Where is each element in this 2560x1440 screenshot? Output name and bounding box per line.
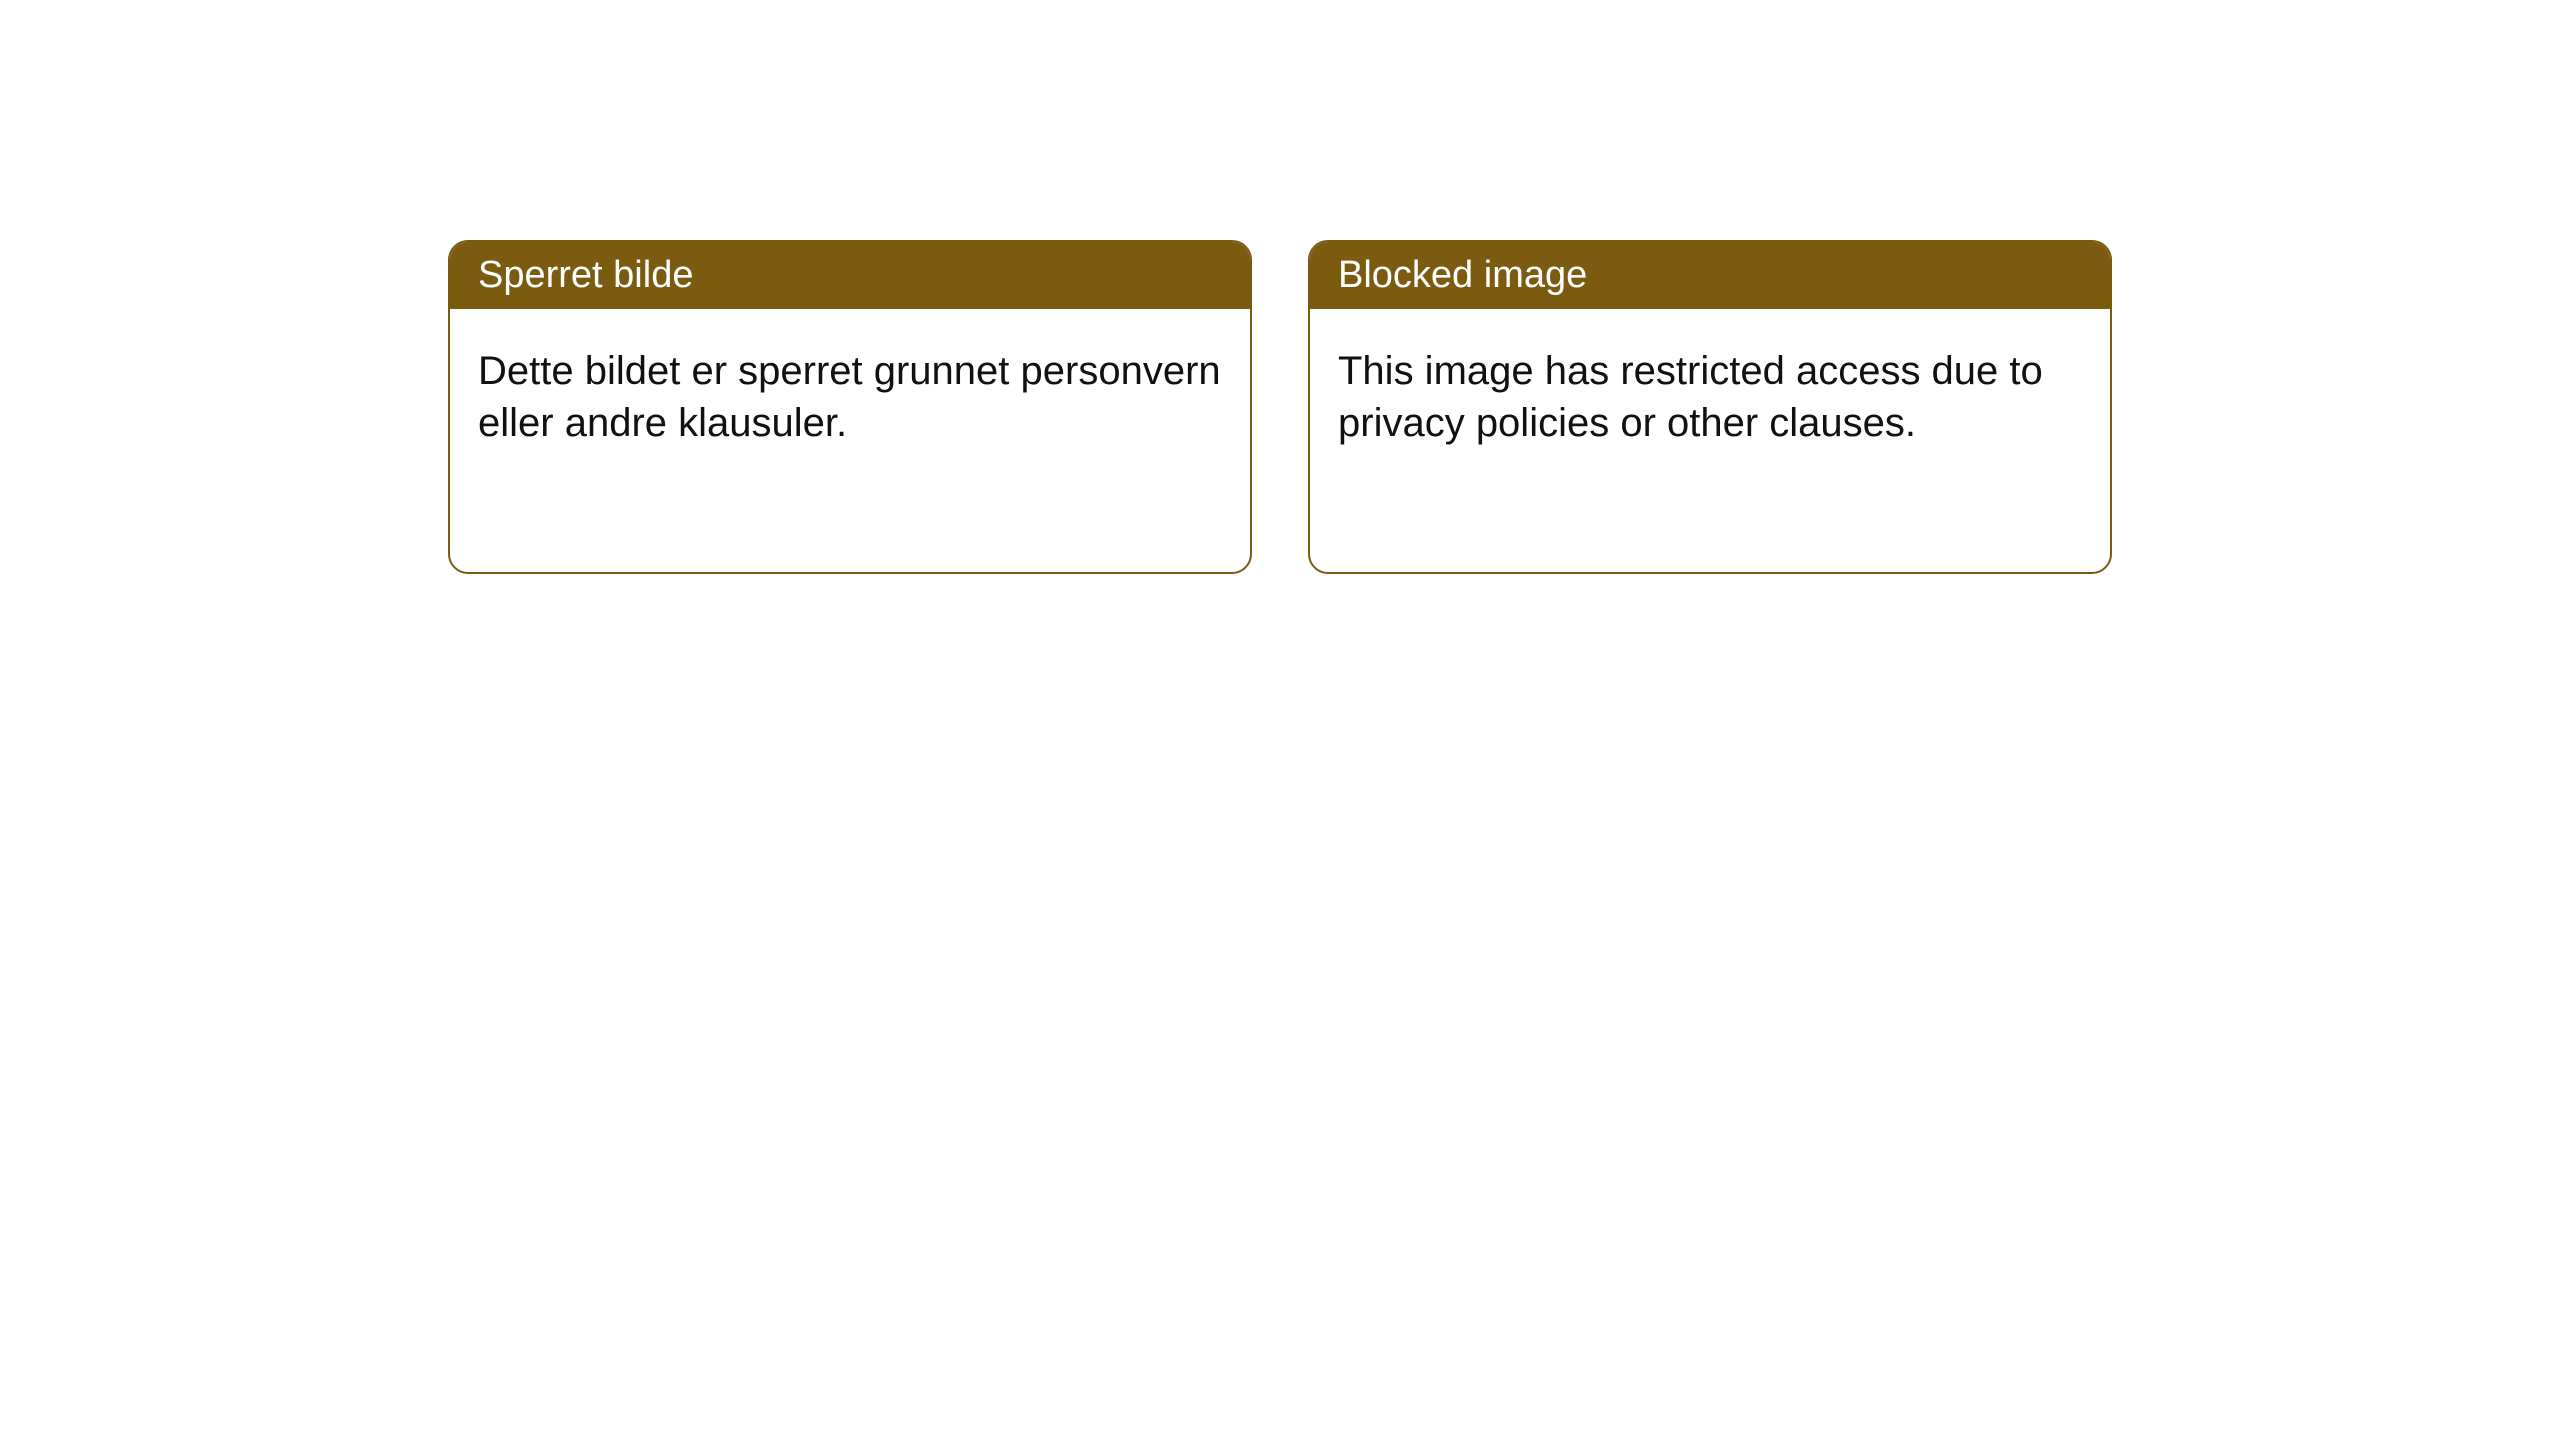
- notice-card-en: Blocked image This image has restricted …: [1308, 240, 2112, 574]
- card-title: Blocked image: [1310, 242, 2110, 309]
- card-body-text: This image has restricted access due to …: [1310, 309, 2110, 485]
- card-title: Sperret bilde: [450, 242, 1250, 309]
- notice-card-row: Sperret bilde Dette bildet er sperret gr…: [0, 0, 2560, 574]
- notice-card-no: Sperret bilde Dette bildet er sperret gr…: [448, 240, 1252, 574]
- card-body-text: Dette bildet er sperret grunnet personve…: [450, 309, 1250, 485]
